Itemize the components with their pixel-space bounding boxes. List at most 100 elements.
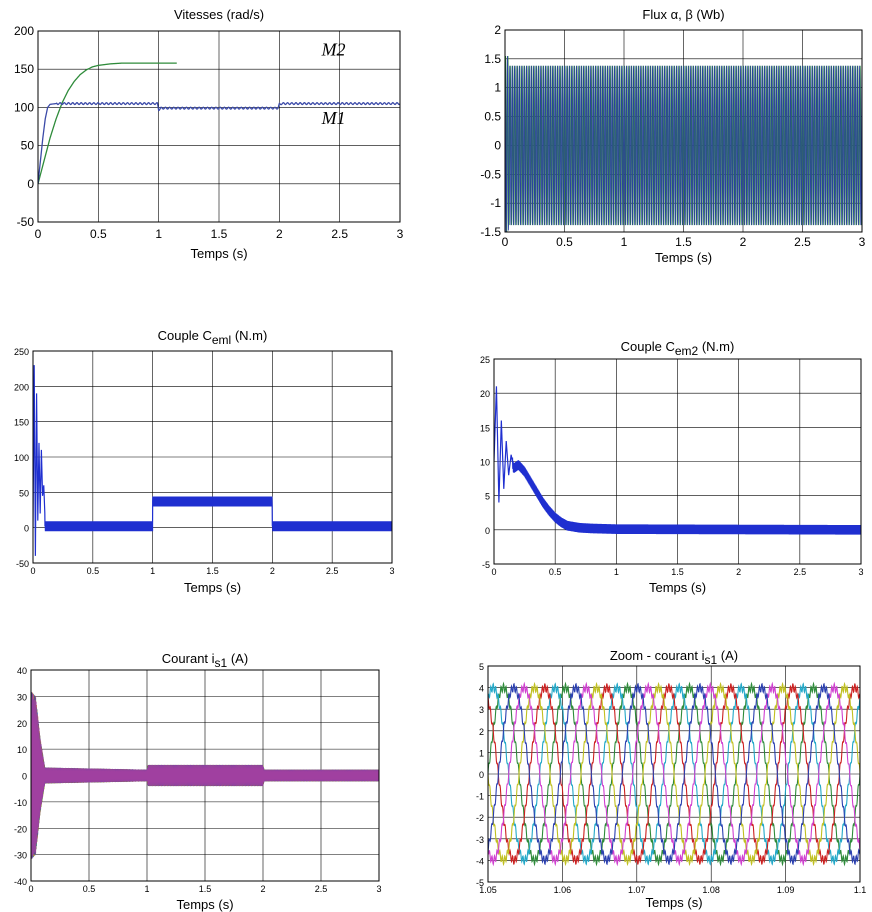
zoom-ytick-label: -2 <box>476 813 484 823</box>
courant-ytick-label: -10 <box>14 798 27 808</box>
couple2-ytick-label: -5 <box>482 560 490 570</box>
flux-xlabel: Temps (s) <box>655 250 712 265</box>
couple1-xtick-label: 1.5 <box>206 566 219 576</box>
zoom-xtick-label: 1.1 <box>854 885 867 895</box>
zoom-xtick-label: 1.09 <box>777 885 795 895</box>
zoom-xtick-label: 1.07 <box>628 885 646 895</box>
couple1-xtick-label: 1 <box>150 566 155 576</box>
flux-data <box>505 56 862 235</box>
vitesses-xlabel: Temps (s) <box>190 246 247 261</box>
vitesses-xtick-label: 0.5 <box>90 227 107 241</box>
couple2-xlabel: Temps (s) <box>649 580 706 595</box>
couple2-ytick-label: 10 <box>480 458 490 468</box>
flux-ytick-label: -0.5 <box>480 167 501 181</box>
flux-ytick-label: 1 <box>494 81 501 95</box>
vitesses-ytick-label: 200 <box>14 24 34 38</box>
zoom-xlabel: Temps (s) <box>645 895 702 910</box>
flux-ytick-label: 0.5 <box>484 110 501 124</box>
couple1-xtick-label: 0 <box>30 566 35 576</box>
flux-chart: 0 0.5 1 1.5 2 2.5 3 -1.5 -1 -0.5 0 0.5 1 1.5 2 Flux α, … <box>480 7 865 265</box>
flux-title: Flux α, β (Wb) <box>642 7 724 22</box>
zoom-chart: 1.05 1.06 1.07 1.08 1.09 1.1 -5 -4 -3 -2 -1 0 1 2 3 4 5 Z… <box>476 648 866 910</box>
vitesses-annotation-m2: M2 <box>321 39 346 59</box>
zoom-ytick-label: 5 <box>479 662 484 672</box>
zoom-ytick-label: 0 <box>479 770 484 780</box>
flux-ytick-label: -1 <box>490 196 501 210</box>
couple2-xtick-label: 2 <box>736 567 741 577</box>
flux-ytick-label: 2 <box>494 23 501 37</box>
courant-xtick-label: 3 <box>376 884 381 894</box>
flux-xtick-label: 2.5 <box>794 235 811 249</box>
vitesses-ytick-label: 0 <box>27 177 34 191</box>
courant-ytick-label: 30 <box>17 692 27 702</box>
vitesses-ytick-label: 100 <box>14 100 34 114</box>
vitesses-title: Vitesses (rad/s) <box>174 7 264 22</box>
vitesses-xtick-label: 2.5 <box>331 227 348 241</box>
zoom-ytick-label: 4 <box>479 684 484 694</box>
couple2-ytick-label: 25 <box>480 355 490 365</box>
vitesses-ytick-label: -50 <box>17 215 35 229</box>
courant-ytick-label: -40 <box>14 877 27 887</box>
couple2-ytick-label: 15 <box>480 423 490 433</box>
flux-ytick-label: -1.5 <box>480 225 501 239</box>
flux-xtick-label: 0 <box>502 235 509 249</box>
courant-ytick-label: -30 <box>14 851 27 861</box>
courant-xtick-label: 1.5 <box>199 884 212 894</box>
couple2-xtick-label: 1 <box>614 567 619 577</box>
zoom-ytick-label: -5 <box>476 878 484 888</box>
vitesses-xtick-label: 3 <box>397 227 404 241</box>
courant-ytick-label: 40 <box>17 666 27 676</box>
vitesses-ytick-label: 50 <box>21 139 35 153</box>
courant-xtick-label: 0 <box>28 884 33 894</box>
couple1-ytick-label: 50 <box>19 488 29 498</box>
courant-xtick-label: 0.5 <box>83 884 96 894</box>
courant-ytick-label: 10 <box>17 745 27 755</box>
zoom-ytick-label: 2 <box>479 727 484 737</box>
couple2-xtick-label: 2.5 <box>794 567 807 577</box>
couple2-xtick-label: 1.5 <box>671 567 684 577</box>
couple2-ytick-label: 20 <box>480 389 490 399</box>
flux-xtick-label: 0.5 <box>556 235 573 249</box>
vitesses-xtick-label: 2 <box>276 227 283 241</box>
zoom-ytick-label: -4 <box>476 856 484 866</box>
flux-xtick-label: 3 <box>859 235 866 249</box>
couple1-title: Couple Ceml (N.m) <box>158 328 268 347</box>
courant-xtick-label: 1 <box>144 884 149 894</box>
courant-xtick-label: 2.5 <box>315 884 328 894</box>
zoom-title: Zoom - courant is1 (A) <box>610 648 738 667</box>
courant-ytick-label: 0 <box>22 772 27 782</box>
zoom-ytick-label: -1 <box>476 792 484 802</box>
courant-xlabel: Temps (s) <box>176 897 233 912</box>
zoom-ytick-label: 1 <box>479 748 484 758</box>
courant-ytick-label: -20 <box>14 824 27 834</box>
courant-ytick-label: 20 <box>17 719 27 729</box>
couple1-xlabel: Temps (s) <box>184 580 241 595</box>
flux-xtick-label: 1 <box>621 235 628 249</box>
zoom-ytick-label: 3 <box>479 705 484 715</box>
vitesses-annotation-m1: M1 <box>321 108 346 128</box>
courant-title: Courant is1 (A) <box>162 651 248 670</box>
flux-xtick-label: 1.5 <box>675 235 692 249</box>
couple1-xtick-label: 3 <box>389 566 394 576</box>
couple1-ytick-label: -50 <box>16 559 29 569</box>
vitesses-xtick-label: 1.5 <box>211 227 228 241</box>
couple2-title: Couple Cem2 (N.m) <box>621 339 735 358</box>
vitesses-xtick-label: 1 <box>155 227 162 241</box>
courant-xtick-label: 2 <box>260 884 265 894</box>
couple2-ytick-label: 5 <box>485 492 490 502</box>
couple2-xtick-label: 3 <box>858 567 863 577</box>
couple1-ytick-label: 100 <box>14 453 29 463</box>
couple1-ytick-label: 250 <box>14 347 29 357</box>
flux-xtick-label: 2 <box>740 235 747 249</box>
zoom-xtick-label: 1.08 <box>702 885 720 895</box>
vitesses-ytick-label: 150 <box>14 62 34 76</box>
flux-ytick-label: 0 <box>494 138 501 152</box>
couple1-xtick-label: 0.5 <box>87 566 100 576</box>
zoom-xtick-label: 1.06 <box>554 885 572 895</box>
couple1-ytick-label: 0 <box>24 524 29 534</box>
couple2-ytick-label: 0 <box>485 526 490 536</box>
